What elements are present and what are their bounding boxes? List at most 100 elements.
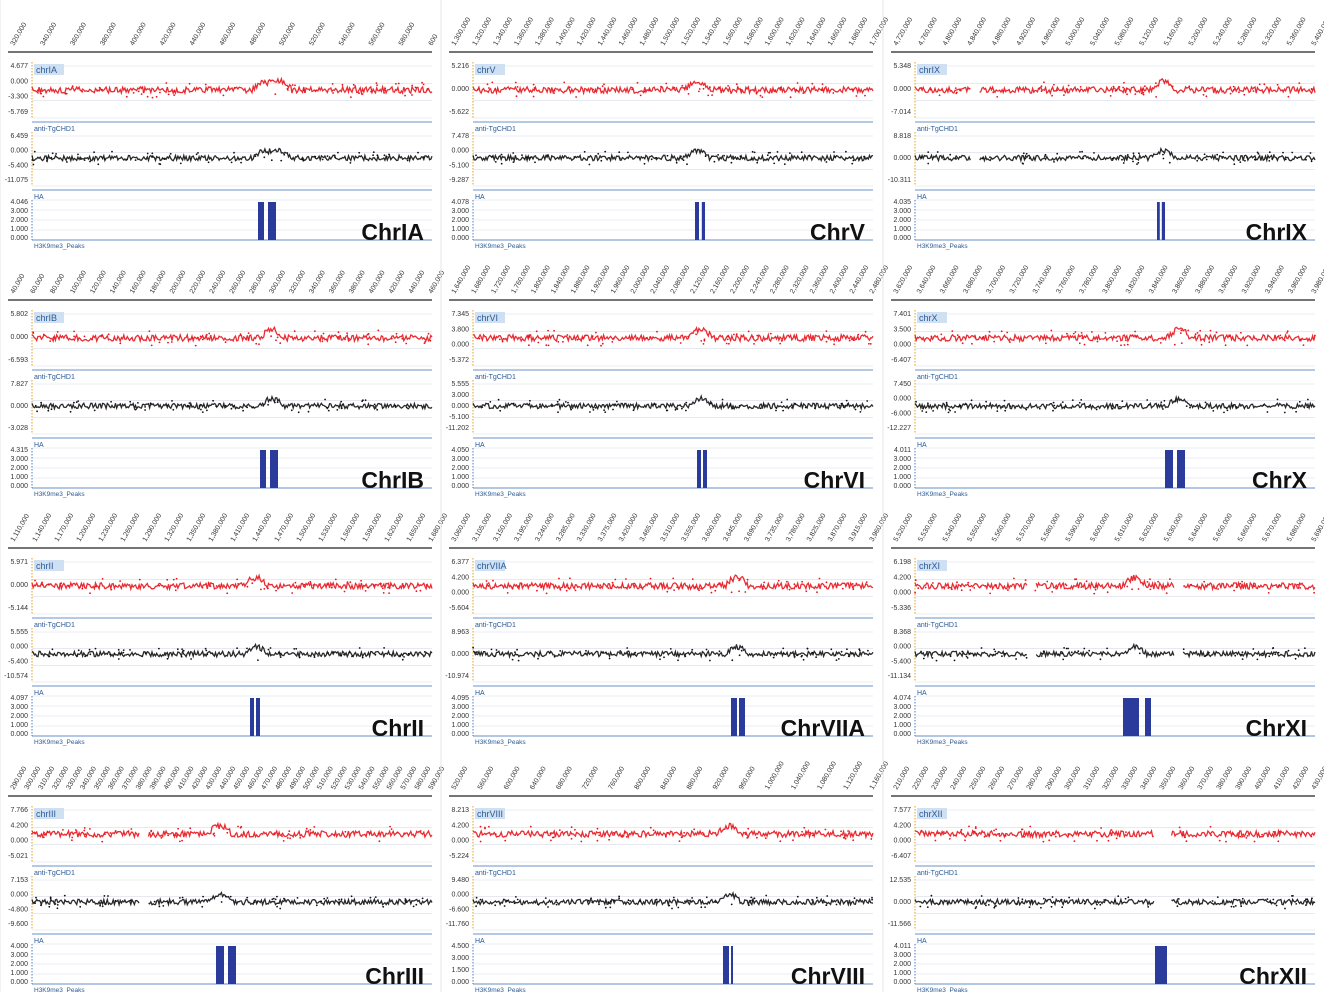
ruler-tick-label: 460,000 bbox=[219, 21, 238, 47]
anti-tgchd1-signal-point bbox=[1179, 830, 1182, 832]
panel-svg: 320,000 340,000 360,000 380,000 400,000 420,0… bbox=[0, 0, 440, 250]
anti-tgchd1-signal-point bbox=[150, 344, 153, 347]
ruler-tick-label: 340,000 bbox=[40, 21, 59, 47]
ruler-tick: 5,580,000 bbox=[1040, 512, 1062, 543]
ruler-tick: 1,480,000 bbox=[639, 16, 661, 47]
ruler-tick-label: 5,000,000 bbox=[1065, 16, 1087, 47]
anti-tgchd1-signal-point bbox=[197, 336, 199, 339]
y-tick-label: 7.478 bbox=[451, 133, 469, 140]
anti-tgchd1-signal-point bbox=[792, 839, 794, 842]
ha-signal-point bbox=[1196, 159, 1199, 162]
anti-tgchd1-signal-point bbox=[536, 589, 538, 592]
anti-tgchd1-signal-point bbox=[273, 833, 276, 836]
ha-signal-point bbox=[1077, 650, 1080, 653]
anti-tgchd1-signal-point bbox=[1232, 85, 1235, 88]
ruler-tick-label: 840,000 bbox=[660, 765, 679, 791]
anti-tgchd1-signal-point bbox=[930, 335, 933, 338]
ha-signal-point bbox=[783, 163, 786, 166]
anti-tgchd1-signal-point bbox=[788, 588, 791, 591]
ha-signal-point bbox=[401, 658, 404, 661]
anti-tgchd1-signal-point bbox=[43, 833, 46, 836]
ha-signal-point bbox=[302, 159, 305, 162]
ha-signal-point bbox=[705, 648, 708, 651]
anti-tgchd1-signal-point bbox=[967, 581, 970, 584]
y-tick-label: 0.000 bbox=[451, 342, 469, 349]
ha-signal-point bbox=[144, 406, 147, 408]
ruler-tick-label: 1,120,000 bbox=[843, 760, 865, 791]
anti-tgchd1-signal-line bbox=[914, 574, 1316, 592]
ruler-tick-label: 1,580,000 bbox=[743, 16, 765, 47]
ha-signal-point bbox=[472, 646, 474, 649]
ruler-tick: 3,105,000 bbox=[472, 512, 494, 543]
track-name-tag bbox=[475, 808, 505, 819]
anti-tgchd1-signal-point bbox=[607, 587, 610, 589]
anti-tgchd1-signal-point bbox=[42, 836, 45, 839]
anti-tgchd1-signal-point bbox=[1024, 579, 1027, 581]
anti-tgchd1-signal-point bbox=[246, 585, 249, 588]
ha-signal-point bbox=[307, 410, 310, 413]
anti-tgchd1-signal-point bbox=[132, 92, 135, 94]
anti-tgchd1-signal-point bbox=[1079, 831, 1082, 834]
anti-tgchd1-signal-point bbox=[1253, 585, 1256, 588]
track-name-label: chrVIII bbox=[477, 809, 503, 819]
anti-tgchd1-signal-point bbox=[1080, 586, 1083, 588]
anti-tgchd1-signal-point bbox=[394, 341, 397, 344]
ha-signal-point bbox=[730, 161, 733, 164]
anti-tgchd1-signal-point bbox=[370, 90, 372, 93]
ha-signal-series bbox=[472, 394, 874, 414]
chromosome-panel-chrx: 3,620,000 3,640,000 3,660,000 3,680,000 3,70… bbox=[882, 248, 1324, 498]
peak-bar bbox=[250, 698, 254, 736]
anti-tgchd1-signal-point bbox=[322, 332, 325, 335]
ha-signal-point bbox=[339, 652, 341, 654]
ha-signal-point bbox=[682, 159, 685, 162]
ruler-tick: 5,520,000 bbox=[893, 512, 915, 543]
ruler-tick-label: 580,000 bbox=[398, 21, 417, 47]
ha-signal-point bbox=[980, 895, 983, 897]
ha-signal-point bbox=[332, 651, 335, 653]
ruler-tick: 5,620,000 bbox=[1139, 512, 1161, 543]
ha-signal-point bbox=[1065, 647, 1068, 650]
ha-signal-point bbox=[1025, 408, 1028, 411]
y-tick-label: 3.000 bbox=[893, 208, 911, 215]
ruler-tick-label: 2,200,000 bbox=[729, 264, 751, 295]
anti-tgchd1-signal-point bbox=[479, 825, 482, 828]
ruler-tick: 5,590,000 bbox=[1065, 512, 1087, 543]
ha-signal-point bbox=[732, 158, 735, 160]
anti-tgchd1-signal-point bbox=[137, 90, 140, 93]
anti-tgchd1-signal-point bbox=[932, 582, 934, 584]
anti-tgchd1-signal-point bbox=[476, 88, 479, 91]
ha-signal-point bbox=[56, 904, 59, 906]
ha-signal-point bbox=[49, 897, 52, 900]
ha-signal-point bbox=[759, 407, 762, 410]
y-tick-label: 12.535 bbox=[890, 877, 912, 884]
anti-tgchd1-signal-point bbox=[377, 832, 380, 835]
ha-signal-point bbox=[1269, 901, 1272, 904]
ha-signal-point bbox=[232, 405, 235, 408]
anti-tgchd1-signal-point bbox=[275, 589, 277, 592]
ha-signal-point bbox=[1234, 654, 1237, 657]
ha-signal-point bbox=[583, 150, 586, 153]
ha-signal-point bbox=[946, 902, 949, 905]
track-label-anti-tgchd1: anti-TgCHD1 bbox=[917, 374, 958, 381]
ruler-tick-label: 3,285,000 bbox=[555, 512, 577, 543]
anti-tgchd1-signal-series bbox=[472, 822, 874, 843]
anti-tgchd1-signal-point bbox=[702, 834, 704, 836]
y-tick-label: 4.500 bbox=[451, 943, 469, 950]
anti-tgchd1-signal-point bbox=[762, 587, 764, 590]
y-tick-label: 0.000 bbox=[10, 731, 28, 738]
anti-tgchd1-signal-point bbox=[761, 96, 764, 98]
ha-signal-point bbox=[808, 155, 811, 157]
anti-tgchd1-signal-point bbox=[1053, 83, 1055, 86]
anti-tgchd1-signal-point bbox=[532, 95, 535, 98]
y-tick-label: 1.000 bbox=[893, 226, 911, 233]
ruler-tick-label: 560,000 bbox=[477, 765, 496, 791]
anti-tgchd1-signal-point bbox=[207, 582, 210, 584]
ruler-tick: 360,000 bbox=[328, 269, 347, 295]
ruler-tick-label: 1,440,000 bbox=[597, 16, 619, 47]
ruler-tick: 1,360,000 bbox=[513, 16, 535, 47]
anti-tgchd1-signal-point bbox=[1239, 835, 1242, 838]
ha-signal-point bbox=[618, 151, 621, 154]
ha-signal-point bbox=[1088, 649, 1091, 652]
anti-tgchd1-signal-point bbox=[315, 89, 317, 92]
anti-tgchd1-signal-series bbox=[914, 574, 1316, 595]
